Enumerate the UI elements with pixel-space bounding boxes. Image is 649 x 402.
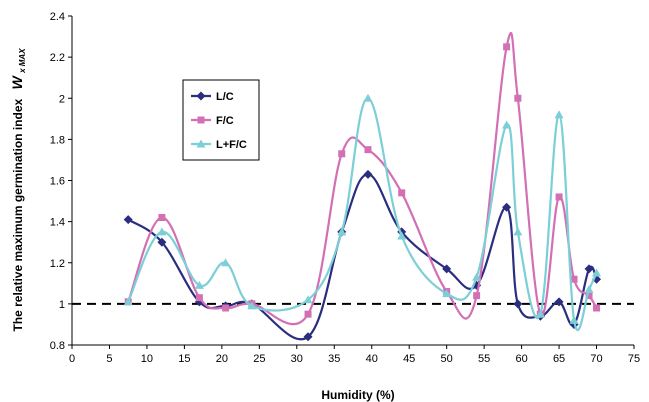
data-point — [554, 110, 564, 119]
data-point — [397, 231, 407, 240]
x-tick-label: 70 — [590, 353, 602, 365]
data-point — [194, 280, 204, 289]
legend-marker — [196, 139, 206, 148]
data-point — [585, 292, 593, 300]
y-axis-title: The relative maximum germination index W… — [9, 48, 27, 332]
y-tick-label: 2.4 — [50, 11, 65, 23]
axes: 0 5 10 15 20 25 30 35 40 45 50 55 60 65 70 75 0.8 1 1.2 1.4… — [50, 11, 640, 365]
data-point — [569, 315, 579, 324]
data-point — [158, 214, 166, 222]
x-tick-label: 75 — [628, 353, 640, 365]
svg-text:The relative maximum germinati: The relative maximum germination index W… — [9, 48, 27, 332]
y-axis-symbol: W — [9, 74, 25, 89]
x-tick-label: 55 — [478, 353, 490, 365]
series-f-c — [124, 32, 601, 326]
data-point — [222, 304, 230, 312]
series-l-c — [123, 169, 602, 342]
x-tick-label: 25 — [253, 353, 265, 365]
data-point — [303, 295, 313, 304]
y-tick-label: 2.2 — [50, 52, 65, 64]
data-point — [514, 94, 522, 102]
data-point — [303, 332, 313, 342]
y-axis-subscript: x MAX — [18, 48, 27, 74]
y-axis-label: The relative maximum germination index — [11, 98, 25, 331]
x-axis-label: Humidity (%) — [321, 388, 394, 402]
series-line — [127, 97, 598, 332]
data-point — [398, 189, 406, 197]
data-point — [363, 93, 373, 102]
data-point — [473, 292, 481, 300]
data-point — [442, 289, 452, 298]
data-point — [247, 301, 257, 310]
x-tick-label: 15 — [178, 353, 190, 365]
legend-marker — [196, 91, 206, 101]
data-point — [442, 264, 452, 274]
x-tick-label: 5 — [106, 353, 112, 365]
x-tick-label: 10 — [141, 353, 153, 365]
data-point — [513, 299, 523, 309]
legend-label: F/C — [216, 115, 234, 127]
data-point — [337, 227, 347, 236]
data-point — [592, 268, 602, 277]
data-point — [304, 310, 312, 318]
x-tick-label: 45 — [403, 353, 415, 365]
legend: L/C F/C L+F/C — [182, 79, 260, 161]
y-tick-label: 1.8 — [50, 134, 65, 146]
x-tick-label: 20 — [216, 353, 228, 365]
series-l-f-c — [123, 93, 602, 332]
legend-label: L+F/C — [216, 139, 247, 151]
data-point — [363, 169, 373, 179]
data-point — [195, 294, 203, 302]
data-point — [502, 120, 512, 129]
data-point — [472, 272, 482, 281]
data-point — [502, 202, 512, 212]
y-tick-label: 1.6 — [50, 176, 65, 188]
y-tick-label: 0.8 — [50, 340, 65, 352]
y-tick-label: 1.2 — [50, 258, 65, 270]
data-point — [570, 275, 578, 283]
y-tick-label: 1 — [59, 299, 65, 311]
legend-marker — [197, 116, 205, 124]
y-tick-label: 1.4 — [50, 217, 65, 229]
data-point — [157, 237, 167, 247]
x-tick-label: 65 — [553, 353, 565, 365]
x-tick-label: 60 — [515, 353, 527, 365]
series-layer — [123, 32, 602, 342]
data-point — [123, 297, 133, 306]
x-tick-label: 50 — [441, 353, 453, 365]
x-tick-label: 35 — [328, 353, 340, 365]
data-point — [364, 146, 372, 154]
data-point — [123, 215, 133, 225]
y-tick-label: 2 — [59, 93, 65, 105]
data-point — [593, 304, 601, 312]
data-point — [513, 227, 523, 236]
data-point — [554, 297, 564, 307]
data-point — [157, 227, 167, 236]
x-tick-label: 30 — [291, 353, 303, 365]
data-point — [584, 264, 594, 274]
data-point — [338, 150, 346, 158]
data-point — [584, 284, 594, 293]
data-point — [503, 43, 511, 51]
x-tick-label: 0 — [69, 353, 75, 365]
x-tick-label: 40 — [366, 353, 378, 365]
data-point — [555, 193, 563, 201]
data-point — [535, 309, 545, 318]
legend-label: L/C — [216, 91, 234, 103]
data-point — [221, 258, 231, 267]
